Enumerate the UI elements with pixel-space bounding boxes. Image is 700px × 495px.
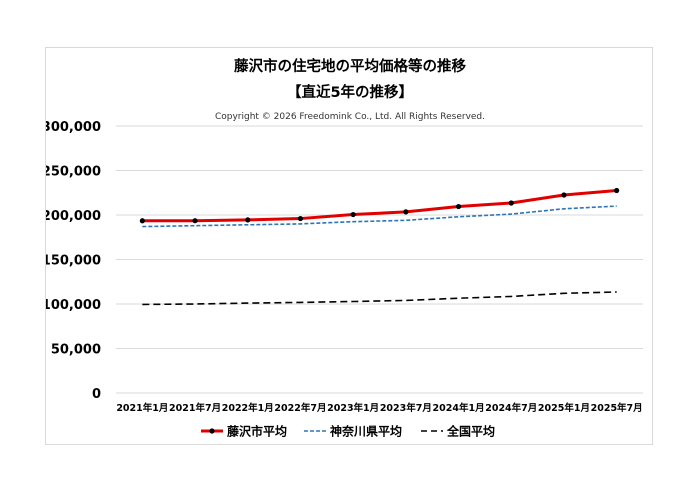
x-tick-label: 2025年1月 — [538, 402, 590, 414]
chart-title: 藤沢市の住宅地の平均価格等の推移 — [234, 57, 466, 75]
x-tick-label: 2021年7月 — [169, 402, 221, 414]
data-point — [508, 200, 514, 206]
legend-label: 藤沢市平均 — [226, 424, 287, 439]
series-line — [142, 291, 617, 306]
data-point — [350, 211, 356, 218]
y-tick-label: 250,000 — [46, 165, 101, 180]
y-tick-label: 300,000 — [46, 120, 101, 135]
legend-label: 全国平均 — [446, 424, 495, 439]
x-tick-label: 2023年1月 — [327, 402, 379, 414]
data-point — [455, 203, 462, 210]
y-tick-label: 200,000 — [46, 209, 101, 224]
y-tick-label: 100,000 — [46, 298, 101, 313]
gridlines — [116, 125, 643, 394]
series-line — [142, 205, 617, 228]
data-point — [139, 218, 145, 224]
line-chart: 藤沢市の住宅地の平均価格等の推移 【直近5年の推移】 Copyright © 2… — [46, 57, 643, 439]
x-tick-label: 2025年7月 — [591, 402, 643, 414]
x-tick-label: 2021年1月 — [116, 402, 168, 414]
x-tick-label: 2022年1月 — [222, 402, 274, 414]
data-point — [403, 209, 409, 215]
legend-marker — [209, 428, 215, 434]
y-tick-label: 0 — [92, 387, 101, 402]
chart-subtitle: 【直近5年の推移】 — [287, 83, 413, 101]
data-point — [561, 192, 567, 198]
y-tick-label: 50,000 — [51, 343, 101, 358]
legend-label: 神奈川県平均 — [330, 424, 402, 439]
data-point — [192, 218, 198, 224]
x-tick-label: 2023年7月 — [380, 402, 432, 414]
chart-frame: 藤沢市の住宅地の平均価格等の推移 【直近5年の推移】 Copyright © 2… — [45, 47, 653, 445]
data-point — [297, 215, 304, 222]
x-tick-label: 2024年1月 — [433, 402, 485, 414]
data-point — [245, 217, 251, 223]
series-line — [142, 189, 617, 223]
data-point — [614, 187, 620, 194]
x-tick-label: 2022年7月 — [274, 402, 326, 414]
y-tick-label: 150,000 — [46, 254, 101, 269]
copyright-text: Copyright © 2026 Freedomink Co., Ltd. Al… — [215, 112, 485, 122]
x-tick-label: 2024年7月 — [485, 402, 537, 414]
